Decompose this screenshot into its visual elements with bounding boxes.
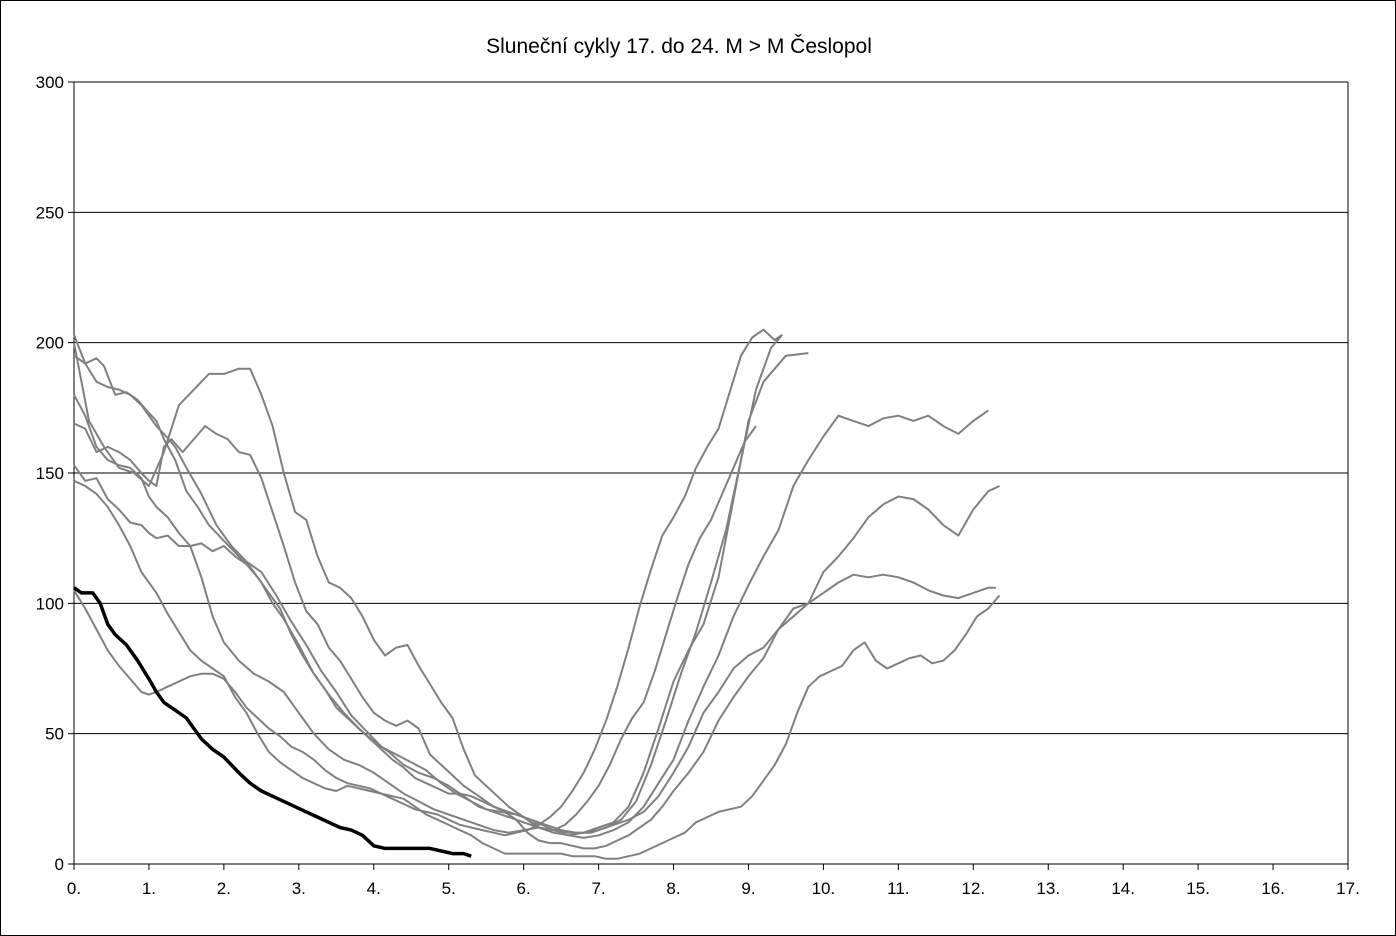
x-tick-label-9: 9. <box>741 879 755 898</box>
x-tick-label-8: 8. <box>666 879 680 898</box>
current-cycle-series-line <box>73 586 472 858</box>
x-tick-label-10: 10. <box>812 879 836 898</box>
y-tick-label-250: 250 <box>36 203 64 222</box>
current-cycle-line <box>73 586 472 858</box>
x-tick-label-6: 6. <box>517 879 531 898</box>
series-line-8 <box>73 342 757 832</box>
series-line-1 <box>73 334 809 834</box>
x-tick-label-5: 5. <box>442 879 456 898</box>
x-tick-label-11: 11. <box>887 879 909 898</box>
x-tick-label-7: 7. <box>591 879 605 898</box>
series-line-3 <box>73 394 989 839</box>
y-tick-label-200: 200 <box>36 334 64 353</box>
chart-title: Sluneční cykly 17. do 24. M > M Česlopol <box>486 35 872 58</box>
y-tick-label-150: 150 <box>36 464 64 483</box>
x-tick-label-12: 12. <box>961 879 985 898</box>
y-tick-label-300: 300 <box>36 73 64 92</box>
axes <box>68 81 1349 870</box>
x-tick-label-14: 14. <box>1111 879 1135 898</box>
x-tick-label-15: 15. <box>1186 879 1210 898</box>
x-tick-label-1: 1. <box>142 879 156 898</box>
y-tick-label-0: 0 <box>55 855 64 874</box>
y-axis-tick-labels: 0 50 100 150 200 250 300 <box>36 73 64 874</box>
x-tick-label-3: 3. <box>292 879 306 898</box>
series-lines <box>73 328 1001 860</box>
y-tick-label-100: 100 <box>36 594 64 613</box>
x-tick-label-0: 0. <box>67 879 81 898</box>
gridlines <box>74 81 1348 735</box>
x-tick-label-17: 17. <box>1336 879 1360 898</box>
x-axis-tick-labels: 0. 1. 2. 3. 4. 5. 6. 7. 8. 9. 10. 11. 12. 13. 14. 15. 16… <box>67 879 1360 898</box>
series-line-5 <box>73 464 1000 850</box>
x-tick-label-13: 13. <box>1036 879 1060 898</box>
series-line-6 <box>73 479 1001 860</box>
series-line-4 <box>73 422 996 837</box>
x-tick-label-4: 4. <box>367 879 381 898</box>
x-tick-label-16: 16. <box>1261 879 1285 898</box>
series-line-2 <box>73 334 783 834</box>
series-line-7 <box>73 328 783 837</box>
x-tick-label-2: 2. <box>217 879 231 898</box>
y-tick-label-50: 50 <box>45 725 64 744</box>
